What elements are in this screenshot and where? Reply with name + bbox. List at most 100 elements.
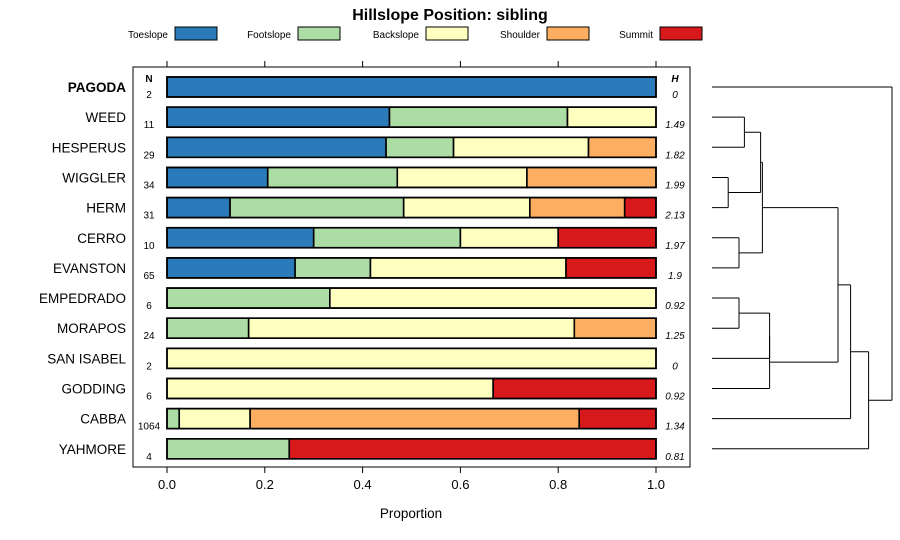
bar-outline-wiggler <box>166 166 657 189</box>
bar-morapos-backslope <box>247 317 576 340</box>
bar-hesperus-shoulder <box>587 136 657 159</box>
legend-swatch-summit <box>659 26 703 41</box>
bar-wiggler-footslope <box>266 166 399 189</box>
h-value: 0 <box>672 361 678 372</box>
h-value: 1.25 <box>665 331 685 342</box>
bar-morapos-footslope <box>166 317 250 340</box>
category-label-cerro: CERRO <box>77 231 126 246</box>
chart-title: Hillslope Position: sibling <box>352 7 548 24</box>
x-tick-label: 0.8 <box>549 477 567 492</box>
plot-area: 0.0 0.2 0.4 0.6 0.8 1.0 N H PAGODA 2 0 WEED 11 1.49 HE… <box>39 61 691 492</box>
category-label-morapos: MORAPOS <box>57 321 126 336</box>
bar-evanston-toeslope <box>166 257 296 279</box>
category-label-san-isabel: SAN ISABEL <box>47 351 126 366</box>
bar-morapos-shoulder <box>573 317 657 340</box>
n-header: N <box>145 74 152 85</box>
category-label-herm: HERM <box>86 201 126 216</box>
n-value: 11 <box>144 120 155 131</box>
h-value: 0.92 <box>665 392 685 403</box>
x-tick-label: 0.4 <box>354 477 372 492</box>
bar-hesperus-footslope <box>385 136 455 159</box>
x-axis-label: Proportion <box>380 506 442 521</box>
bar-weed-backslope <box>566 106 657 128</box>
bar-evanston-backslope <box>369 257 567 279</box>
bar-godding-backslope <box>166 377 494 400</box>
bar-cerro-toeslope <box>166 226 315 249</box>
h-value: 1.97 <box>665 241 685 252</box>
bar-empedrado-footslope <box>166 287 331 309</box>
bar-herm-backslope <box>402 196 531 219</box>
bar-godding-summit <box>492 377 657 400</box>
category-label-wiggler: WIGGLER <box>62 170 126 185</box>
bar-outline-cerro <box>166 226 657 249</box>
bar-herm-shoulder <box>529 196 626 219</box>
bar-herm-toeslope <box>166 196 231 219</box>
bar-cabba-summit <box>578 407 657 430</box>
bar-outline-herm <box>166 196 657 219</box>
h-value: 2.13 <box>664 211 685 222</box>
h-value: 1.82 <box>665 150 685 161</box>
x-tick-label: 0.6 <box>451 477 469 492</box>
legend-swatch-shoulder <box>546 26 590 41</box>
n-value: 10 <box>143 241 155 252</box>
legend: Toeslope Footslope Backslope Shoulder Summit <box>128 26 703 41</box>
bar-weed-footslope <box>388 106 569 128</box>
bar-weed-toeslope <box>166 106 391 128</box>
bar-san-isabel-backslope <box>166 347 657 370</box>
n-value: 6 <box>146 301 152 312</box>
bar-cerro-footslope <box>312 226 462 249</box>
h-value: 1.49 <box>665 120 685 131</box>
bar-wiggler-toeslope <box>166 166 269 189</box>
dendrogram <box>712 86 893 450</box>
bar-outline-weed <box>166 106 657 128</box>
n-value: 2 <box>146 90 152 101</box>
legend-label-summit: Summit <box>619 30 653 41</box>
bar-pagoda-toeslope <box>166 76 657 98</box>
h-header: H <box>671 74 679 85</box>
category-label-cabba: CABBA <box>80 412 126 427</box>
h-value: 0.81 <box>665 452 684 463</box>
category-label-pagoda: PAGODA <box>68 80 127 95</box>
category-label-empedrado: EMPEDRADO <box>39 291 126 306</box>
category-label-godding: GODDING <box>61 382 126 397</box>
n-value: 34 <box>143 180 155 191</box>
n-value: 4 <box>146 452 152 463</box>
bar-outline-pagoda <box>166 76 657 98</box>
plot-frame <box>132 66 691 468</box>
bar-outline-yahmore <box>166 437 657 460</box>
h-value: 0 <box>672 90 678 101</box>
bar-yahmore-footslope <box>166 437 291 460</box>
bar-cerro-summit <box>557 226 657 249</box>
bar-cerro-backslope <box>459 226 559 249</box>
n-value: 31 <box>143 211 155 222</box>
bar-evanston-summit <box>565 257 657 279</box>
legend-swatch-backslope <box>425 26 469 41</box>
bar-wiggler-shoulder <box>526 166 657 189</box>
h-value: 1.34 <box>665 422 685 433</box>
bar-hesperus-backslope <box>452 136 590 159</box>
n-value: 24 <box>143 331 155 342</box>
legend-swatch-toeslope <box>174 26 218 41</box>
bar-outline-empedrado <box>166 287 657 309</box>
bar-cabba-shoulder <box>249 407 581 430</box>
bar-yahmore-summit <box>288 437 657 460</box>
bar-outline-evanston <box>166 257 657 279</box>
x-tick-label: 0.0 <box>158 477 176 492</box>
bar-outline-morapos <box>166 317 657 340</box>
x-tick-label: 1.0 <box>647 477 665 492</box>
bar-outline-san-isabel <box>166 347 657 370</box>
x-tick-label: 0.2 <box>256 477 274 492</box>
legend-swatch-footslope <box>297 26 341 41</box>
bar-herm-footslope <box>229 196 405 219</box>
n-value: 29 <box>143 150 155 161</box>
legend-label-shoulder: Shoulder <box>500 30 541 41</box>
n-value: 65 <box>143 271 155 282</box>
category-label-evanston: EVANSTON <box>53 261 126 276</box>
bar-herm-summit <box>623 196 657 219</box>
bar-outline-cabba <box>166 407 657 430</box>
category-label-weed: WEED <box>86 110 127 125</box>
bar-outline-hesperus <box>166 136 657 159</box>
bar-empedrado-backslope <box>329 287 657 309</box>
legend-label-footslope: Footslope <box>247 30 291 41</box>
